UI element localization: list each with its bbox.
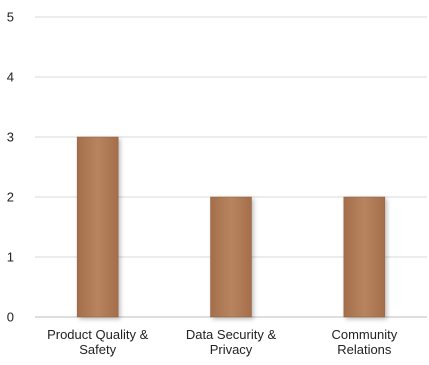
bar — [76, 136, 119, 318]
y-tick-label: 3 — [7, 130, 14, 145]
x-category-label-line: Privacy — [210, 342, 253, 357]
y-axis-ticks: 0 1 2 3 4 5 — [7, 10, 14, 325]
bars — [76, 136, 386, 318]
x-category-label: Product Quality & Safety — [47, 327, 148, 357]
bar — [210, 196, 252, 318]
x-category-label-line: Product Quality & — [47, 327, 148, 342]
y-tick-label: 2 — [7, 190, 14, 205]
x-category-label-line: Community — [331, 327, 397, 342]
x-category-label-line: Data Security & — [186, 327, 277, 342]
y-tick-label: 5 — [7, 10, 14, 25]
y-tick-label: 1 — [7, 250, 14, 265]
y-tick-label: 0 — [7, 310, 14, 325]
y-tick-label: 4 — [7, 70, 14, 85]
x-category-label-line: Relations — [337, 342, 392, 357]
x-category-label-line: Safety — [79, 342, 116, 357]
x-category-label: Community Relations — [331, 327, 397, 357]
x-category-label: Data Security & Privacy — [186, 327, 277, 357]
bar — [343, 196, 386, 318]
